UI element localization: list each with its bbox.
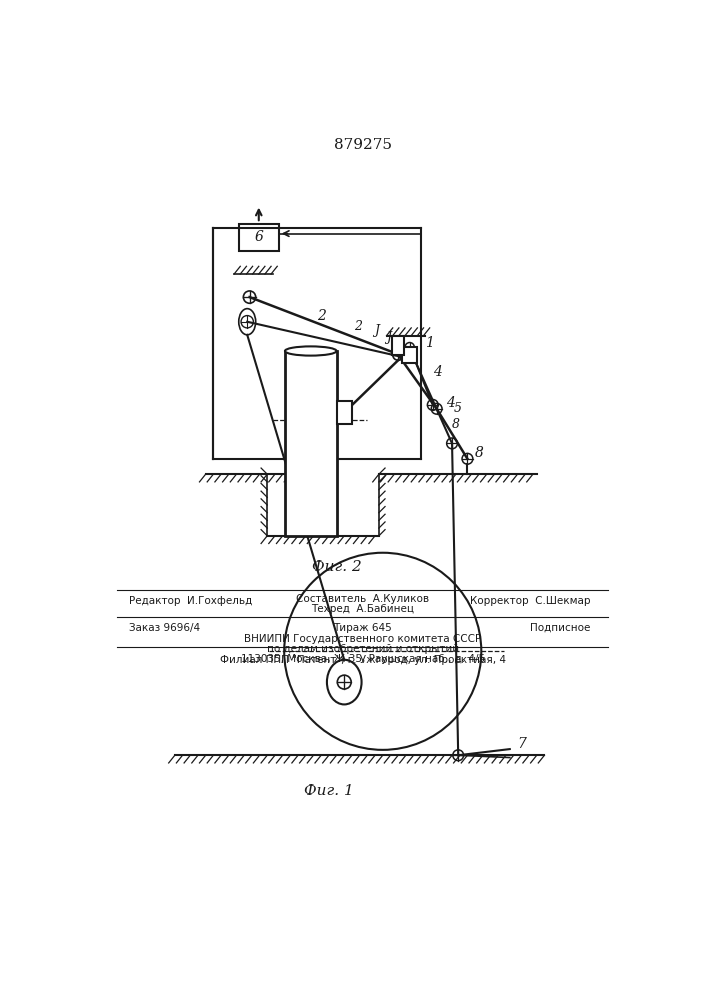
Text: 5: 5 <box>454 402 462 415</box>
Text: по делам изобретений и открытий: по делам изобретений и открытий <box>267 644 459 654</box>
Text: 4: 4 <box>446 396 455 410</box>
Text: 8: 8 <box>452 418 460 431</box>
Text: Фиг. 2: Фиг. 2 <box>312 560 361 574</box>
Text: Составитель  А.Куликов: Составитель А.Куликов <box>296 594 429 604</box>
Text: Фиг. 1: Фиг. 1 <box>304 784 354 798</box>
Text: Корректор  С.Шекмар: Корректор С.Шекмар <box>470 596 590 606</box>
Text: J: J <box>374 324 379 337</box>
Text: 1: 1 <box>425 336 434 350</box>
Bar <box>337 401 352 424</box>
Ellipse shape <box>285 346 337 356</box>
Text: 2: 2 <box>317 309 326 323</box>
Text: ВНИИПИ Государственного комитета СССР: ВНИИПИ Государственного комитета СССР <box>244 634 481 644</box>
Bar <box>392 336 404 355</box>
Text: 4: 4 <box>433 365 442 379</box>
Text: 113035, Москва, Ж-35, Раушская наб., д. 4/5: 113035, Москва, Ж-35, Раушская наб., д. … <box>240 654 485 664</box>
Text: 6: 6 <box>255 230 263 244</box>
Text: 7: 7 <box>518 737 527 751</box>
Bar <box>402 347 417 363</box>
Text: Техред  А.Бабинец: Техред А.Бабинец <box>311 604 414 614</box>
Text: 2: 2 <box>354 320 362 333</box>
Text: Редактор  И.Гохфельд: Редактор И.Гохфельд <box>129 596 252 606</box>
Bar <box>285 351 337 536</box>
Bar <box>239 224 279 251</box>
Text: Тираж 645: Тираж 645 <box>333 623 392 633</box>
Text: Филиал ППП "Патент", г. Ужгород, ул. Проектная, 4: Филиал ППП "Патент", г. Ужгород, ул. Про… <box>220 655 506 665</box>
Text: 8: 8 <box>475 446 484 460</box>
Text: Подписное: Подписное <box>530 623 590 633</box>
Text: Заказ 9696/4: Заказ 9696/4 <box>129 623 200 633</box>
Text: 879275: 879275 <box>334 138 392 152</box>
Text: J: J <box>387 331 392 344</box>
